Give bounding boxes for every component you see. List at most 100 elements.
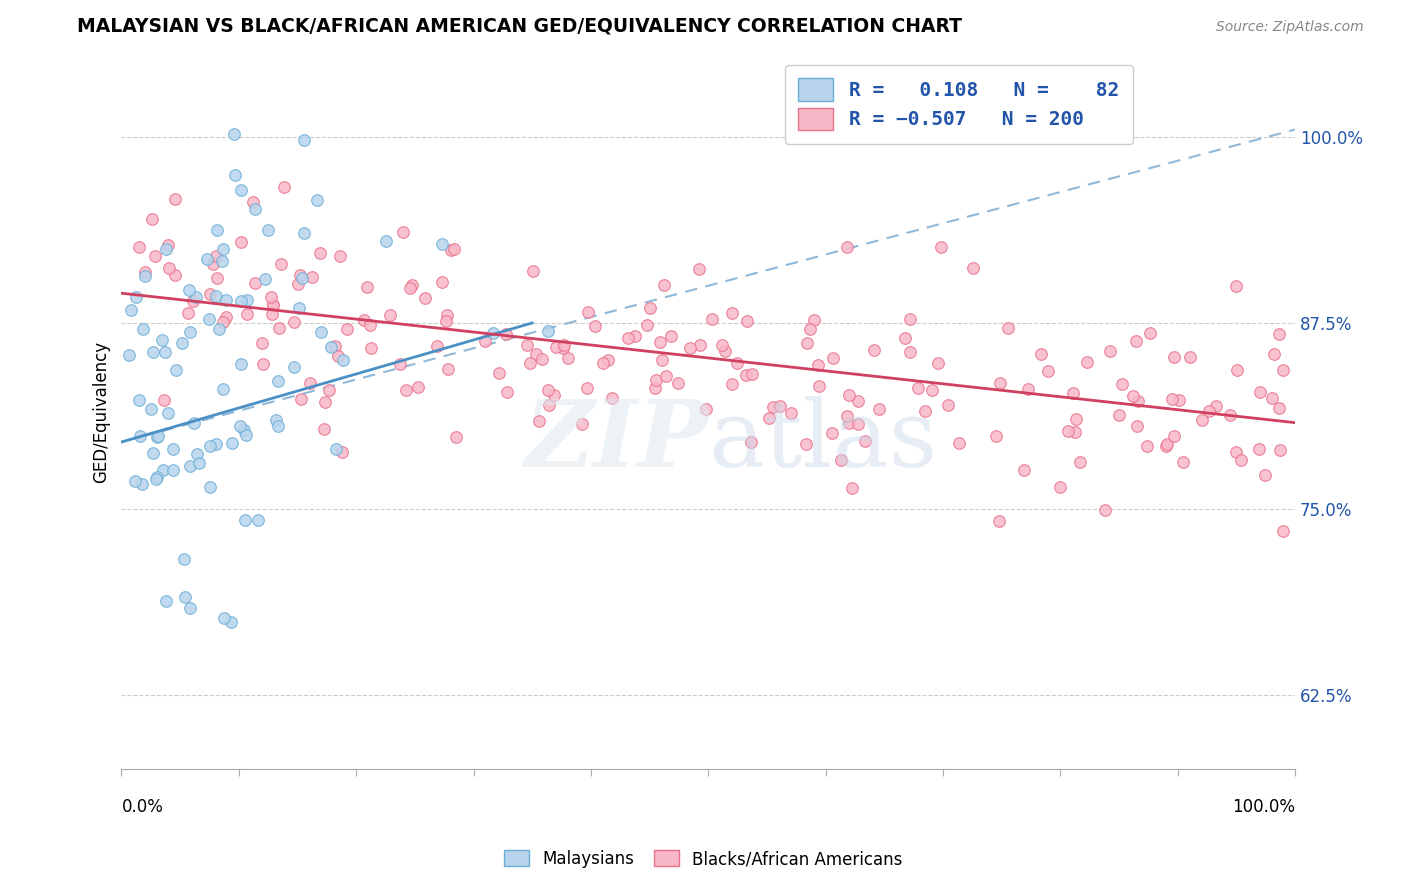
- Point: [187, 456, 209, 470]
- Point: [359, 318, 381, 332]
- Text: MALAYSIAN VS BLACK/AFRICAN AMERICAN GED/EQUIVALENCY CORRELATION CHART: MALAYSIAN VS BLACK/AFRICAN AMERICAN GED/…: [77, 16, 962, 35]
- Point: [758, 411, 780, 425]
- Point: [152, 463, 174, 477]
- Point: [233, 513, 256, 527]
- Point: [1139, 326, 1161, 340]
- Point: [205, 436, 228, 450]
- Point: [235, 427, 257, 442]
- Point: [796, 335, 818, 350]
- Point: [314, 394, 336, 409]
- Point: [356, 280, 378, 294]
- Point: [318, 383, 340, 397]
- Point: [721, 306, 744, 320]
- Point: [1163, 429, 1185, 443]
- Point: [207, 271, 229, 285]
- Point: [443, 242, 465, 256]
- Point: [927, 356, 949, 370]
- Point: [229, 358, 252, 372]
- Point: [174, 590, 197, 604]
- Point: [309, 325, 332, 339]
- Point: [689, 337, 711, 351]
- Point: [807, 378, 830, 392]
- Point: [1249, 442, 1271, 457]
- Point: [929, 240, 952, 254]
- Point: [898, 345, 921, 359]
- Point: [735, 314, 758, 328]
- Text: 0.0%: 0.0%: [121, 798, 163, 816]
- Point: [170, 336, 193, 351]
- Point: [835, 240, 858, 254]
- Point: [1076, 355, 1098, 369]
- Point: [661, 329, 683, 343]
- Point: [1098, 344, 1121, 359]
- Point: [264, 413, 287, 427]
- Point: [1154, 439, 1177, 453]
- Point: [576, 304, 599, 318]
- Point: [553, 338, 575, 352]
- Point: [780, 406, 803, 420]
- Point: [666, 376, 689, 391]
- Point: [291, 271, 314, 285]
- Point: [725, 356, 748, 370]
- Point: [735, 368, 758, 382]
- Point: [200, 287, 222, 301]
- Point: [146, 430, 169, 444]
- Point: [444, 430, 467, 444]
- Point: [1205, 399, 1227, 413]
- Point: [853, 434, 876, 448]
- Point: [148, 429, 170, 443]
- Point: [846, 393, 869, 408]
- Point: [948, 436, 970, 450]
- Point: [142, 446, 165, 460]
- Point: [437, 362, 460, 376]
- Point: [142, 345, 165, 359]
- Point: [803, 313, 825, 327]
- Point: [474, 334, 496, 348]
- Point: [179, 458, 201, 473]
- Point: [869, 402, 891, 417]
- Point: [962, 260, 984, 275]
- Point: [571, 417, 593, 431]
- Point: [516, 337, 538, 351]
- Point: [986, 429, 1008, 443]
- Point: [406, 380, 429, 394]
- Point: [1225, 279, 1247, 293]
- Point: [212, 610, 235, 624]
- Point: [273, 179, 295, 194]
- Point: [1272, 362, 1295, 376]
- Point: [229, 418, 252, 433]
- Point: [426, 339, 449, 353]
- Point: [198, 480, 221, 494]
- Point: [201, 257, 224, 271]
- Point: [1180, 350, 1202, 364]
- Point: [695, 402, 717, 417]
- Point: [267, 374, 290, 388]
- Point: [740, 434, 762, 449]
- Point: [204, 249, 226, 263]
- Point: [288, 268, 311, 282]
- Point: [205, 222, 228, 236]
- Point: [432, 275, 454, 289]
- Point: [762, 400, 785, 414]
- Point: [307, 193, 329, 207]
- Point: [600, 391, 623, 405]
- Point: [229, 235, 252, 249]
- Point: [163, 192, 186, 206]
- Point: [254, 271, 277, 285]
- Point: [401, 277, 423, 292]
- Point: [546, 340, 568, 354]
- Point: [1219, 408, 1241, 422]
- Point: [1062, 385, 1084, 400]
- Point: [1049, 480, 1071, 494]
- Point: [654, 368, 676, 383]
- Point: [243, 276, 266, 290]
- Point: [153, 392, 176, 407]
- Point: [1136, 438, 1159, 452]
- Point: [496, 384, 519, 399]
- Text: Source: ZipAtlas.com: Source: ZipAtlas.com: [1216, 21, 1364, 34]
- Point: [921, 384, 943, 398]
- Point: [260, 290, 283, 304]
- Point: [229, 294, 252, 309]
- Point: [482, 326, 505, 340]
- Point: [1260, 392, 1282, 406]
